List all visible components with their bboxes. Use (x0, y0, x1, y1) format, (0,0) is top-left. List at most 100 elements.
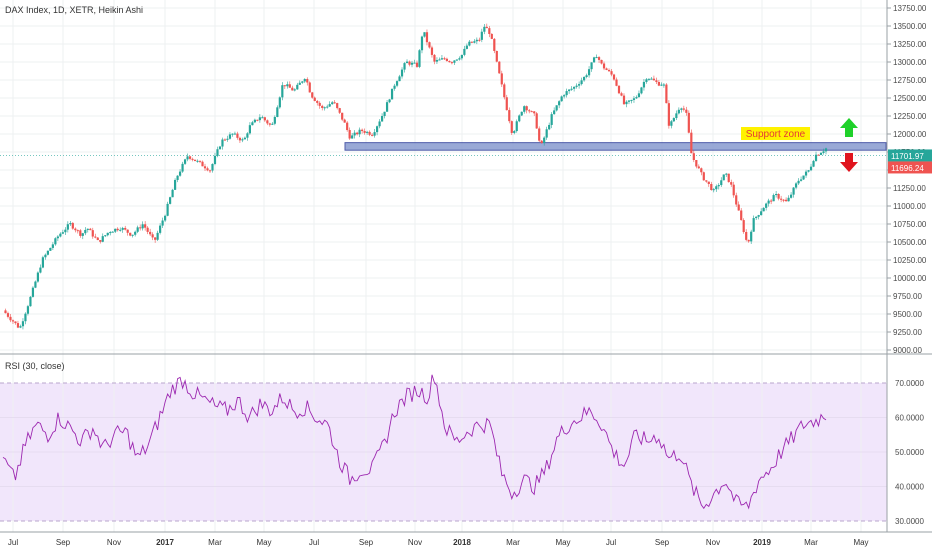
candle-body (650, 78, 653, 80)
candle-body (134, 231, 137, 235)
candle-body (258, 117, 261, 121)
candle-body (378, 121, 381, 127)
candle-body (288, 84, 291, 88)
candle-body (752, 218, 755, 232)
candle-body (627, 100, 631, 102)
candle-body (121, 227, 124, 230)
candle-body (600, 59, 603, 64)
candle-body (206, 168, 209, 171)
candle-body (383, 111, 386, 116)
candle-body (460, 54, 463, 59)
candle-body (161, 220, 164, 226)
candle-body (191, 158, 194, 160)
candle-body (607, 69, 611, 72)
candle-body (61, 232, 64, 234)
candle-body (755, 216, 758, 219)
candle-body (211, 164, 214, 171)
candle-body (762, 207, 765, 212)
candle-body (74, 228, 77, 231)
candle-body (717, 185, 720, 187)
candle-body (822, 151, 825, 153)
candle-body (602, 63, 606, 69)
candle-body (166, 203, 169, 216)
candle-body (662, 84, 665, 86)
candle-body (802, 175, 805, 180)
candle-body (453, 60, 456, 63)
candle-body (321, 105, 324, 108)
price-tick-label: 12250.00 (893, 112, 927, 121)
candle-body (428, 42, 431, 48)
candle-body (540, 140, 543, 144)
candle-body (201, 161, 204, 167)
candle-body (685, 109, 688, 113)
candle-body (735, 195, 738, 205)
candle-body (303, 79, 306, 82)
candle-body (99, 240, 102, 242)
candle-body (156, 232, 159, 240)
candle-body (475, 39, 478, 42)
candle-body (824, 148, 828, 152)
candle-body (463, 48, 466, 55)
candle-body (196, 160, 199, 162)
candle-body (435, 60, 439, 62)
candle-body (632, 98, 636, 100)
price-tick-label: 11000.00 (893, 202, 926, 211)
candle-body (46, 250, 49, 255)
candle-body (296, 84, 299, 90)
candle-body (119, 229, 122, 231)
candle-body (587, 69, 591, 76)
candle-body (782, 199, 785, 201)
candle-body (592, 57, 596, 63)
candle-body (652, 78, 656, 81)
candle-body (203, 166, 207, 169)
candle-body (363, 131, 366, 133)
candle-body (94, 236, 97, 238)
candle-body (530, 111, 533, 113)
candle-body (278, 97, 281, 108)
last-price-label: 11701.97 (891, 152, 924, 161)
candle-body (488, 28, 491, 34)
candle-body (730, 182, 733, 185)
candle-body (124, 227, 127, 230)
candle-body (518, 115, 521, 122)
rsi-tick-label: 60.0000 (895, 414, 924, 423)
candle-body (298, 82, 301, 85)
candle-body (251, 122, 254, 126)
candle-body (336, 103, 339, 109)
price-tick-label: 9250.00 (893, 328, 922, 337)
x-tick-label: May (256, 538, 271, 547)
candle-body (159, 225, 162, 233)
candle-body (478, 39, 481, 41)
candle-body (111, 231, 114, 233)
candle-body (323, 107, 326, 109)
x-tick-label: Mar (208, 538, 222, 547)
candle-body (76, 230, 79, 232)
candle-body (171, 189, 174, 198)
candle-body (690, 132, 693, 154)
candle-body (637, 93, 641, 98)
candle-body (141, 224, 144, 229)
candle-body (575, 85, 578, 87)
candle-body (433, 54, 436, 62)
candle-body (56, 236, 59, 239)
candle-body (243, 137, 247, 140)
candle-body (395, 81, 399, 86)
candle-body (725, 173, 728, 175)
candle-body (236, 133, 239, 138)
candle-body (523, 106, 526, 112)
candle-body (26, 306, 30, 314)
candle-body (89, 228, 92, 231)
candle-body (390, 88, 394, 100)
candle-body (238, 137, 242, 141)
candle-body (54, 238, 57, 245)
candle-body (777, 193, 780, 199)
candle-body (807, 170, 810, 172)
candle-body (361, 129, 364, 132)
candle-body (126, 229, 129, 233)
x-tick-label: 2018 (453, 538, 471, 547)
candle-body (79, 230, 82, 236)
candle-body (31, 287, 35, 297)
x-tick-label: May (555, 538, 570, 547)
candle-body (612, 74, 616, 80)
